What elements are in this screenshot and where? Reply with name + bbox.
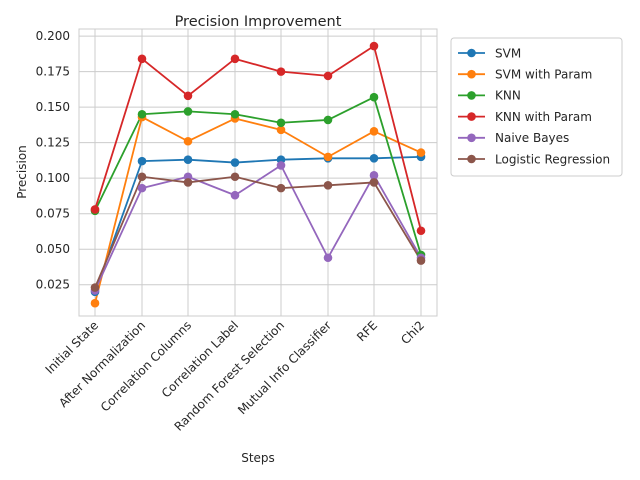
x-axis-label: Steps bbox=[241, 451, 275, 465]
legend-label: Logistic Regression bbox=[495, 152, 610, 166]
data-point bbox=[323, 253, 333, 263]
data-point bbox=[369, 171, 379, 180]
y-tick-label: 0.100 bbox=[36, 171, 70, 185]
legend-swatch-marker bbox=[467, 48, 476, 58]
data-point bbox=[183, 178, 193, 187]
x-tick-label: Chi2 bbox=[398, 318, 427, 347]
y-tick-labels: 0.025 0.050 0.075 0.100 0.125 0.150 0.175 0.200 bbox=[36, 29, 70, 292]
y-tick-label: 0.175 bbox=[36, 65, 70, 79]
series-line bbox=[94, 45, 422, 231]
data-point bbox=[183, 136, 193, 146]
series-line bbox=[94, 175, 422, 288]
data-point bbox=[137, 54, 147, 64]
series-markers bbox=[90, 41, 426, 308]
data-point bbox=[183, 91, 193, 101]
data-point bbox=[369, 153, 379, 163]
y-tick-label: 0.150 bbox=[36, 100, 70, 114]
y-tick-label: 0.050 bbox=[36, 242, 70, 256]
series-lines bbox=[94, 45, 422, 304]
legend-swatch-marker bbox=[467, 91, 476, 100]
data-point bbox=[230, 172, 240, 182]
data-point bbox=[137, 156, 147, 166]
legend-swatch-marker bbox=[467, 112, 476, 121]
data-point bbox=[323, 71, 333, 81]
y-tick-label: 0.125 bbox=[36, 136, 70, 150]
x-tick-label: Mutual Info Classifier bbox=[235, 318, 334, 417]
legend-swatch-marker bbox=[467, 69, 476, 79]
data-point bbox=[90, 298, 100, 308]
data-point bbox=[137, 183, 147, 193]
data-point bbox=[369, 127, 379, 136]
data-point bbox=[323, 180, 333, 190]
series-line bbox=[94, 155, 422, 293]
legend-label: SVM with Param bbox=[495, 68, 592, 82]
y-tick-label: 0.025 bbox=[36, 278, 70, 292]
data-point bbox=[416, 148, 426, 157]
data-point bbox=[90, 205, 100, 214]
data-point bbox=[276, 125, 286, 135]
legend: SVM SVM with Param KNN KNN with Param Naive … bbox=[450, 37, 623, 177]
data-point bbox=[276, 67, 286, 76]
data-point bbox=[230, 54, 240, 64]
x-tick-label: RFE bbox=[354, 318, 380, 344]
data-point bbox=[369, 41, 379, 51]
legend-frame bbox=[450, 37, 623, 177]
data-point bbox=[230, 190, 240, 200]
data-point bbox=[183, 155, 193, 165]
series-line bbox=[94, 116, 422, 304]
data-point bbox=[369, 178, 379, 187]
x-tick-label: After Normalization bbox=[56, 318, 148, 410]
y-tick-label: 0.075 bbox=[36, 207, 70, 221]
data-point bbox=[276, 118, 286, 128]
y-tick-label: 0.200 bbox=[36, 29, 70, 43]
series-line bbox=[94, 164, 422, 291]
data-point bbox=[276, 161, 286, 170]
data-point bbox=[416, 256, 426, 265]
data-point bbox=[323, 115, 333, 125]
data-point bbox=[416, 226, 426, 236]
legend-swatch-marker bbox=[467, 133, 476, 143]
data-point bbox=[90, 283, 100, 292]
data-point bbox=[276, 183, 286, 193]
legend-label: KNN with Param bbox=[495, 110, 592, 124]
data-point bbox=[323, 152, 333, 162]
legend-label: SVM bbox=[495, 46, 521, 60]
y-axis-label: Precision bbox=[15, 145, 29, 199]
plot-frame bbox=[78, 28, 438, 317]
y-gridlines bbox=[79, 35, 437, 286]
data-point bbox=[137, 172, 147, 182]
data-point bbox=[230, 158, 240, 167]
x-tick-label: Correlation Columns bbox=[98, 318, 194, 414]
data-point bbox=[183, 107, 193, 116]
legend-label: Naive Bayes bbox=[495, 131, 569, 145]
data-point bbox=[137, 109, 147, 119]
chart-title: Precision Improvement bbox=[175, 14, 342, 30]
data-point bbox=[230, 109, 240, 119]
legend-label: KNN bbox=[495, 89, 521, 103]
series-line bbox=[94, 96, 422, 256]
data-point bbox=[369, 92, 379, 102]
legend-swatch-marker bbox=[467, 154, 476, 164]
